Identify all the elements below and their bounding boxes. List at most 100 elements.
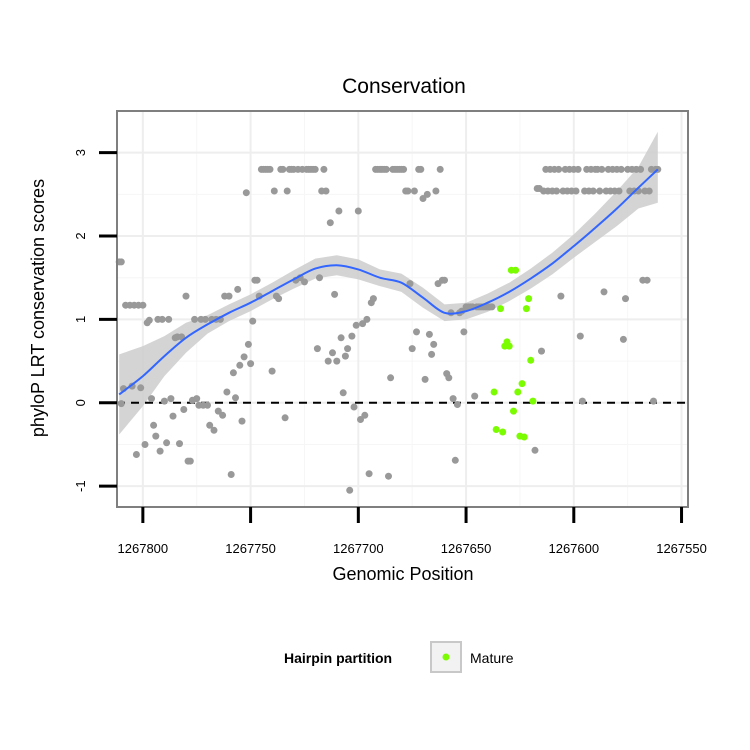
data-point-other	[531, 446, 539, 454]
legend-label-mature: Mature	[470, 650, 514, 666]
data-point-other	[266, 165, 274, 173]
legend: Hairpin partition Mature	[284, 641, 514, 673]
data-point-other	[453, 401, 461, 408]
data-point-other	[578, 397, 586, 405]
x-axis-title: Genomic Position	[332, 564, 473, 584]
data-point-other	[598, 165, 606, 173]
data-point-mature	[490, 388, 498, 396]
data-point-other	[413, 328, 420, 336]
data-point-other	[204, 401, 211, 409]
data-point-other	[227, 471, 235, 478]
data-point-other	[596, 187, 604, 195]
data-point-other	[350, 403, 358, 411]
data-point-other	[445, 374, 453, 382]
x-tick-label: 1267800	[118, 541, 169, 556]
data-point-other	[348, 332, 356, 340]
data-point-other	[311, 165, 319, 173]
data-point-other	[238, 417, 246, 425]
data-point-other	[182, 292, 190, 300]
legend-title: Hairpin partition	[284, 650, 392, 666]
data-point-other	[191, 315, 199, 323]
data-point-other	[167, 395, 175, 403]
data-point-other	[139, 301, 147, 309]
data-point-other	[408, 345, 416, 353]
data-point-other	[346, 486, 354, 494]
data-point-other	[214, 407, 222, 415]
data-point-other	[622, 295, 629, 303]
data-point-other	[117, 258, 125, 266]
data-point-other	[176, 440, 183, 448]
data-point-other	[361, 411, 369, 419]
data-point-other	[201, 315, 209, 323]
data-point-other	[441, 276, 448, 284]
data-point-other	[253, 276, 261, 284]
smooth-fit-line	[118, 168, 659, 396]
data-point-mature	[518, 380, 526, 388]
data-point-other	[369, 295, 377, 303]
x-axis: 1267800 1267750 1267700 1267650 1267600 12675…	[117, 506, 707, 556]
data-point-other	[186, 457, 194, 465]
data-point-other	[163, 439, 171, 447]
data-point-other	[160, 397, 168, 405]
data-point-other	[331, 290, 339, 298]
data-point-other	[637, 165, 645, 173]
data-point-other	[449, 395, 457, 403]
y-axis-title: phyloP LRT conservation scores	[28, 179, 48, 437]
data-point-other	[363, 315, 371, 323]
data-point-other	[313, 345, 321, 353]
data-point-mature	[527, 356, 535, 364]
data-point-mature	[499, 428, 507, 436]
data-point-mature	[510, 407, 517, 415]
data-point-other	[180, 406, 188, 413]
data-point-other	[244, 340, 252, 348]
data-point-other	[165, 315, 173, 323]
data-point-other	[247, 360, 255, 368]
data-point-other	[324, 357, 332, 365]
data-point-other	[193, 395, 201, 403]
data-point-other	[600, 288, 608, 296]
legend-key-mature	[442, 653, 450, 661]
data-point-other	[117, 400, 125, 408]
data-point-other	[322, 187, 330, 195]
data-point-other	[158, 315, 166, 323]
data-point-other	[132, 451, 140, 458]
data-point-other	[337, 334, 345, 342]
y-tick-label: 2	[73, 232, 88, 239]
confidence-band	[119, 131, 658, 435]
x-tick-label: 1267600	[548, 541, 599, 556]
data-point-other	[615, 187, 623, 195]
data-point-other	[382, 165, 390, 173]
data-point-other	[148, 395, 155, 403]
data-point-other	[283, 187, 291, 195]
data-point-other	[432, 187, 440, 195]
data-point-mature	[497, 305, 504, 313]
data-point-other	[436, 165, 444, 173]
y-tick-label: 1	[73, 316, 88, 323]
data-point-other	[538, 347, 545, 355]
data-point-other	[352, 321, 360, 329]
data-point-mature	[520, 433, 528, 441]
data-point-other	[576, 332, 584, 340]
x-tick-label: 1267750	[225, 541, 276, 556]
data-point-mature	[512, 266, 520, 274]
chart-title: Conservation	[342, 75, 466, 98]
data-point-other	[344, 345, 352, 353]
data-point-other	[152, 432, 160, 440]
data-point-other	[572, 187, 580, 195]
data-point-other	[316, 274, 323, 282]
data-point-other	[229, 369, 237, 377]
data-point-other	[645, 187, 653, 195]
data-point-other	[404, 187, 412, 195]
data-point-mature	[522, 305, 530, 313]
data-point-other	[365, 470, 373, 478]
data-point-other	[335, 207, 343, 215]
data-point-other	[169, 412, 177, 420]
data-point-other	[301, 278, 308, 286]
data-point-other	[574, 165, 582, 173]
series-other	[115, 165, 662, 494]
data-point-other	[156, 447, 164, 455]
data-point-other	[406, 280, 414, 288]
data-point-other	[385, 472, 392, 480]
data-point-other	[219, 411, 227, 419]
